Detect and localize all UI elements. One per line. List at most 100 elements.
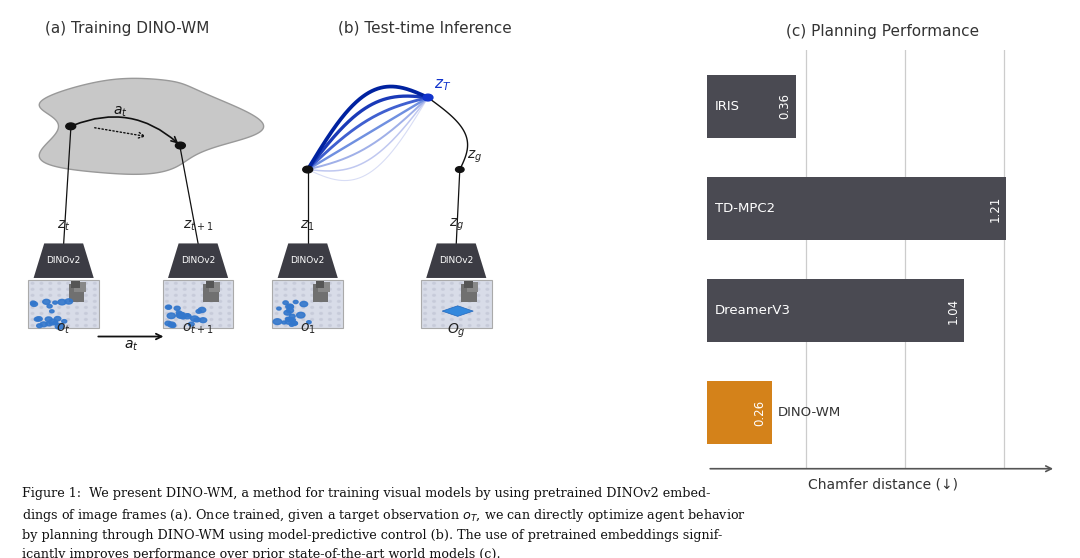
- Circle shape: [337, 295, 340, 296]
- Circle shape: [320, 295, 323, 296]
- Circle shape: [293, 325, 296, 326]
- Circle shape: [293, 319, 296, 320]
- Circle shape: [67, 312, 69, 314]
- Circle shape: [289, 323, 294, 326]
- Circle shape: [291, 319, 295, 321]
- Circle shape: [40, 288, 43, 290]
- Circle shape: [31, 288, 33, 290]
- Circle shape: [442, 295, 444, 296]
- Text: 1.04: 1.04: [946, 297, 959, 324]
- Text: $o_{t+1}$: $o_{t+1}$: [183, 321, 214, 336]
- Circle shape: [228, 282, 231, 284]
- Circle shape: [311, 325, 313, 326]
- Circle shape: [284, 300, 287, 302]
- Circle shape: [275, 312, 278, 314]
- Text: (b) Test-time Inference: (b) Test-time Inference: [338, 21, 511, 36]
- Circle shape: [53, 321, 57, 324]
- Circle shape: [201, 306, 204, 309]
- Circle shape: [287, 305, 294, 309]
- Circle shape: [337, 300, 340, 302]
- Circle shape: [284, 306, 287, 309]
- Circle shape: [423, 288, 427, 290]
- Circle shape: [184, 312, 186, 314]
- Circle shape: [293, 300, 296, 302]
- Circle shape: [477, 295, 480, 296]
- Circle shape: [40, 300, 43, 302]
- Circle shape: [184, 325, 186, 326]
- Circle shape: [219, 312, 221, 314]
- Circle shape: [76, 319, 79, 320]
- Circle shape: [199, 307, 205, 312]
- Circle shape: [433, 312, 435, 314]
- Circle shape: [184, 300, 186, 302]
- Circle shape: [301, 295, 305, 296]
- Circle shape: [31, 319, 33, 320]
- Circle shape: [35, 318, 40, 321]
- Circle shape: [67, 306, 69, 309]
- Circle shape: [175, 300, 177, 302]
- Circle shape: [275, 319, 278, 320]
- Circle shape: [192, 295, 195, 296]
- Circle shape: [459, 300, 462, 302]
- Circle shape: [459, 319, 462, 320]
- Circle shape: [337, 288, 340, 290]
- Circle shape: [40, 306, 43, 309]
- Circle shape: [300, 301, 308, 307]
- Circle shape: [486, 306, 489, 309]
- Circle shape: [165, 306, 168, 309]
- Circle shape: [180, 316, 186, 319]
- Circle shape: [210, 325, 213, 326]
- Circle shape: [228, 306, 231, 309]
- Circle shape: [311, 288, 313, 290]
- Circle shape: [337, 282, 340, 284]
- Circle shape: [283, 301, 288, 305]
- Circle shape: [37, 324, 42, 328]
- Circle shape: [58, 282, 60, 284]
- Circle shape: [477, 288, 480, 290]
- Circle shape: [275, 288, 278, 290]
- Circle shape: [184, 288, 186, 290]
- Circle shape: [433, 319, 435, 320]
- Circle shape: [31, 300, 33, 302]
- Circle shape: [275, 282, 278, 284]
- Circle shape: [459, 295, 462, 296]
- Circle shape: [184, 282, 186, 284]
- Circle shape: [450, 306, 454, 309]
- Circle shape: [176, 312, 185, 318]
- Circle shape: [423, 312, 427, 314]
- Circle shape: [423, 325, 427, 326]
- Bar: [206, 281, 214, 287]
- Circle shape: [40, 325, 43, 326]
- Circle shape: [175, 319, 177, 320]
- Bar: [163, 280, 233, 328]
- Circle shape: [311, 306, 313, 309]
- Text: $z_{t+1}$: $z_{t+1}$: [183, 219, 213, 233]
- Circle shape: [469, 288, 471, 290]
- Circle shape: [442, 300, 444, 302]
- Circle shape: [45, 317, 52, 321]
- Circle shape: [40, 322, 48, 327]
- Circle shape: [433, 325, 435, 326]
- Bar: [315, 281, 324, 287]
- Circle shape: [442, 282, 444, 284]
- Text: 0.36: 0.36: [779, 93, 792, 119]
- Bar: [467, 282, 478, 292]
- Circle shape: [293, 295, 296, 296]
- Circle shape: [93, 319, 96, 320]
- Text: $o_t$: $o_t$: [56, 321, 71, 336]
- Circle shape: [192, 306, 195, 309]
- Circle shape: [284, 319, 287, 320]
- Circle shape: [275, 300, 278, 302]
- Bar: [203, 283, 218, 302]
- Circle shape: [67, 295, 69, 296]
- Circle shape: [93, 288, 96, 290]
- Bar: [421, 280, 491, 328]
- Circle shape: [328, 319, 332, 320]
- Circle shape: [469, 319, 471, 320]
- Circle shape: [49, 306, 52, 309]
- Circle shape: [76, 288, 79, 290]
- Circle shape: [328, 288, 332, 290]
- Circle shape: [477, 325, 480, 326]
- Circle shape: [58, 312, 60, 314]
- Circle shape: [171, 324, 176, 328]
